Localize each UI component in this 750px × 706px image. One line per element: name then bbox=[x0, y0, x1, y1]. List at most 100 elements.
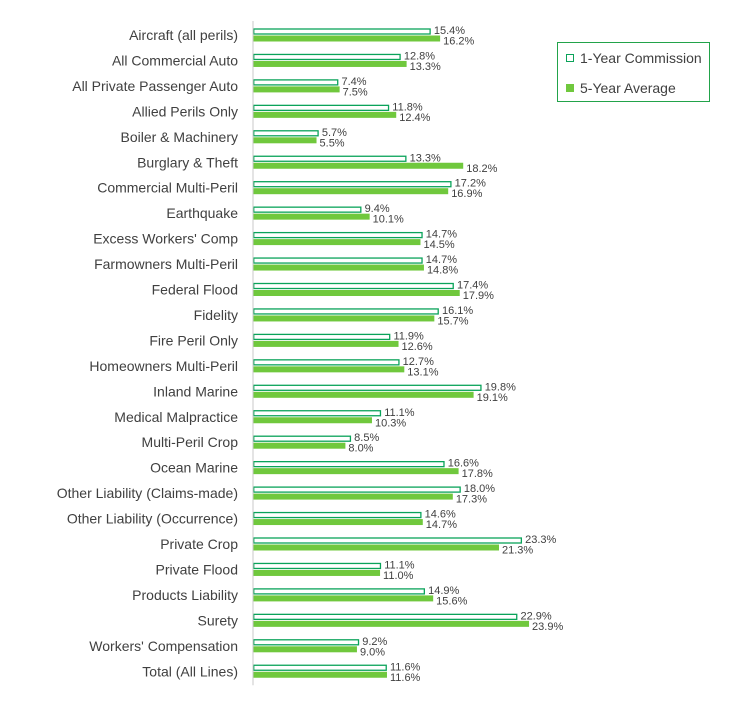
bar-one-year bbox=[253, 435, 352, 442]
bar-five-year bbox=[253, 519, 423, 526]
bar-five-year bbox=[253, 671, 387, 678]
bar-five-year bbox=[253, 315, 435, 322]
bar-one-year bbox=[253, 460, 445, 468]
bar-five-year bbox=[253, 137, 317, 144]
bar-one-year bbox=[253, 206, 362, 213]
bar-five-year bbox=[253, 391, 474, 398]
bar-one-year bbox=[253, 588, 425, 595]
bar-one-year bbox=[253, 664, 387, 671]
data-label-five-year: 8.0% bbox=[348, 443, 373, 455]
data-label-one-year: 22.9% bbox=[520, 610, 551, 622]
data-label-one-year: 7.4% bbox=[341, 76, 366, 88]
bar-five-year bbox=[253, 544, 500, 551]
category-label: Multi-Peril Crop bbox=[142, 434, 239, 450]
data-label-one-year: 16.6% bbox=[448, 458, 479, 470]
data-label-one-year: 23.3% bbox=[525, 534, 556, 546]
legend-swatch-one-year bbox=[566, 54, 574, 62]
bar-five-year bbox=[253, 239, 421, 246]
bar-one-year bbox=[253, 511, 422, 519]
data-label-one-year: 9.4% bbox=[365, 203, 390, 215]
data-label-one-year: 12.8% bbox=[404, 50, 435, 62]
data-label-five-year: 23.9% bbox=[532, 621, 563, 633]
category-label: Private Flood bbox=[156, 561, 238, 577]
category-label: Homeowners Multi-Peril bbox=[89, 358, 238, 374]
category-label: Ocean Marine bbox=[150, 460, 238, 476]
data-label-five-year: 12.4% bbox=[399, 112, 430, 124]
bar-one-year bbox=[253, 410, 382, 417]
data-label-five-year: 19.1% bbox=[477, 392, 508, 404]
data-label-five-year: 10.1% bbox=[373, 214, 404, 226]
data-label-one-year: 14.6% bbox=[425, 509, 456, 521]
bar-five-year bbox=[253, 264, 424, 271]
data-label-five-year: 17.3% bbox=[456, 494, 487, 506]
category-label: Private Crop bbox=[160, 536, 238, 552]
data-label-five-year: 14.5% bbox=[423, 239, 454, 251]
category-label: Fire Peril Only bbox=[149, 332, 238, 348]
bar-one-year bbox=[253, 613, 518, 620]
legend-label-one-year: 1-Year Commission bbox=[580, 50, 702, 66]
data-label-five-year: 15.6% bbox=[436, 595, 467, 607]
data-label-one-year: 16.1% bbox=[442, 305, 473, 317]
bar-one-year bbox=[253, 79, 339, 86]
chart-legend: 1-Year Commission 5-Year Average bbox=[557, 42, 710, 102]
bar-five-year bbox=[253, 442, 346, 449]
bar-five-year bbox=[253, 86, 340, 93]
data-label-five-year: 11.0% bbox=[383, 570, 414, 582]
bar-one-year bbox=[253, 537, 523, 544]
bar-five-year bbox=[253, 646, 357, 653]
bar-one-year bbox=[253, 308, 439, 315]
bar-one-year bbox=[253, 257, 423, 264]
data-label-five-year: 21.3% bbox=[502, 545, 533, 557]
category-label: Workers' Compensation bbox=[89, 638, 238, 654]
data-label-one-year: 5.7% bbox=[322, 127, 347, 139]
data-label-five-year: 13.3% bbox=[410, 61, 441, 73]
bar-one-year bbox=[253, 639, 360, 646]
category-label: Other Liability (Occurrence) bbox=[67, 511, 238, 527]
bar-one-year bbox=[253, 359, 400, 366]
bar-one-year bbox=[253, 486, 461, 493]
category-label: Federal Flood bbox=[152, 282, 238, 298]
data-label-five-year: 14.7% bbox=[426, 519, 457, 531]
data-label-one-year: 11.6% bbox=[390, 661, 421, 673]
data-label-one-year: 11.1% bbox=[384, 559, 415, 571]
bar-five-year bbox=[253, 340, 399, 347]
bar-one-year bbox=[253, 333, 391, 341]
bar-one-year bbox=[253, 562, 382, 570]
data-label-five-year: 7.5% bbox=[343, 86, 368, 98]
category-label: Other Liability (Claims-made) bbox=[57, 485, 238, 501]
data-label-one-year: 8.5% bbox=[354, 432, 379, 444]
bar-five-year bbox=[253, 35, 441, 42]
data-label-five-year: 11.6% bbox=[390, 672, 421, 684]
data-label-five-year: 9.0% bbox=[360, 646, 385, 658]
data-label-five-year: 16.9% bbox=[451, 188, 482, 200]
data-label-five-year: 16.2% bbox=[443, 36, 474, 48]
data-label-five-year: 17.8% bbox=[462, 468, 493, 480]
data-label-one-year: 11.8% bbox=[392, 101, 423, 113]
category-label: Total (All Lines) bbox=[142, 663, 238, 679]
bar-one-year bbox=[253, 53, 401, 61]
category-label: All Commercial Auto bbox=[112, 52, 238, 68]
data-label-one-year: 18.0% bbox=[464, 483, 495, 495]
data-label-one-year: 14.7% bbox=[426, 229, 457, 241]
data-label-one-year: 17.4% bbox=[457, 280, 488, 292]
data-label-one-year: 14.7% bbox=[426, 254, 457, 266]
bar-one-year bbox=[253, 384, 482, 391]
category-label: All Private Passenger Auto bbox=[72, 78, 238, 94]
category-label: Medical Malpractice bbox=[114, 409, 238, 425]
bar-five-year bbox=[253, 595, 434, 602]
category-label: Fidelity bbox=[194, 307, 238, 323]
bar-five-year bbox=[253, 111, 397, 118]
category-label: Surety bbox=[198, 612, 238, 628]
legend-swatch-five-year bbox=[566, 84, 574, 92]
data-label-five-year: 17.9% bbox=[463, 290, 494, 302]
category-label: Burglary & Theft bbox=[137, 154, 238, 170]
legend-item-one-year: 1-Year Commission bbox=[566, 50, 702, 66]
bar-one-year bbox=[253, 28, 431, 35]
data-label-five-year: 12.6% bbox=[402, 341, 433, 353]
category-label: Commercial Multi-Peril bbox=[97, 180, 238, 196]
data-label-five-year: 14.8% bbox=[427, 265, 458, 277]
bar-one-year bbox=[253, 181, 452, 188]
bar-one-year bbox=[253, 130, 319, 137]
